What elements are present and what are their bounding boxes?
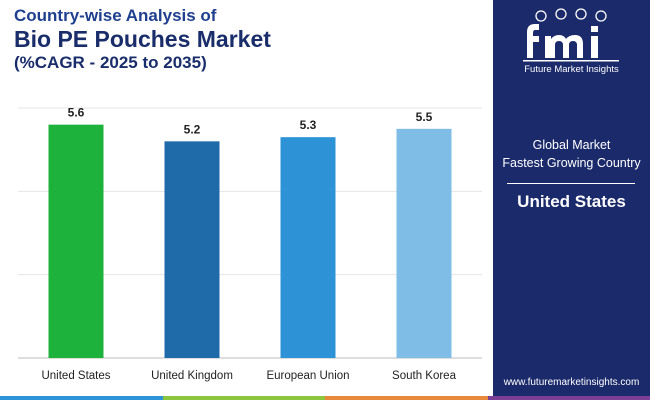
title-line-3: (%CAGR - 2025 to 2035) xyxy=(14,53,207,72)
bottom-bar-segment xyxy=(162,396,325,400)
logo-wordmark: Future Market Insights xyxy=(524,64,619,75)
global-market-label: Global Market xyxy=(532,138,611,152)
title-line-1: Country-wise Analysis of xyxy=(14,6,217,25)
x-tick-label: European Union xyxy=(266,370,349,382)
fastest-growing-label: Fastest Growing Country xyxy=(502,156,641,170)
bar xyxy=(396,128,452,358)
chart-header: Country-wise Analysis of Bio PE Pouches … xyxy=(14,6,271,74)
x-tick-label: United States xyxy=(41,370,110,382)
data-label: 5.5 xyxy=(416,110,433,124)
bottom-bar-segment xyxy=(325,396,488,400)
bar xyxy=(280,137,336,358)
bottom-color-bar xyxy=(0,396,650,400)
bottom-bar-segment xyxy=(0,396,163,400)
fmi-logo-mark-icon xyxy=(523,8,619,62)
bar-chart: 5.6 United States 5.2 United Kingdom 5.3 Euro… xyxy=(18,106,482,382)
bar xyxy=(48,124,104,359)
data-label: 5.6 xyxy=(68,106,85,120)
data-label: 5.3 xyxy=(300,118,317,132)
title-line-2: Bio PE Pouches Market xyxy=(14,26,271,52)
bottom-bar-segment xyxy=(487,396,650,400)
sidebar-divider xyxy=(507,183,635,184)
x-tick-label: United Kingdom xyxy=(151,370,233,382)
x-tick-label: South Korea xyxy=(392,370,457,382)
data-label: 5.2 xyxy=(184,122,201,136)
website-url[interactable]: www.futuremarketinsights.com xyxy=(503,377,640,388)
fmi-logo: Future Market Insights xyxy=(493,6,650,75)
sidebar: Future Market Insights Global Market Fas… xyxy=(493,0,650,400)
bar xyxy=(164,141,220,358)
fastest-growing-country: United States xyxy=(517,192,626,211)
